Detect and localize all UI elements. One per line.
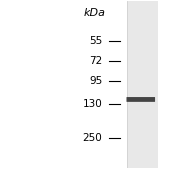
Text: 95: 95 <box>89 76 102 86</box>
Text: kDa: kDa <box>84 8 106 18</box>
Text: 72: 72 <box>89 56 102 66</box>
Text: 130: 130 <box>83 99 102 110</box>
Text: 55: 55 <box>89 36 102 46</box>
FancyBboxPatch shape <box>127 97 155 102</box>
Bar <box>127 1 158 168</box>
Text: 250: 250 <box>83 133 102 143</box>
